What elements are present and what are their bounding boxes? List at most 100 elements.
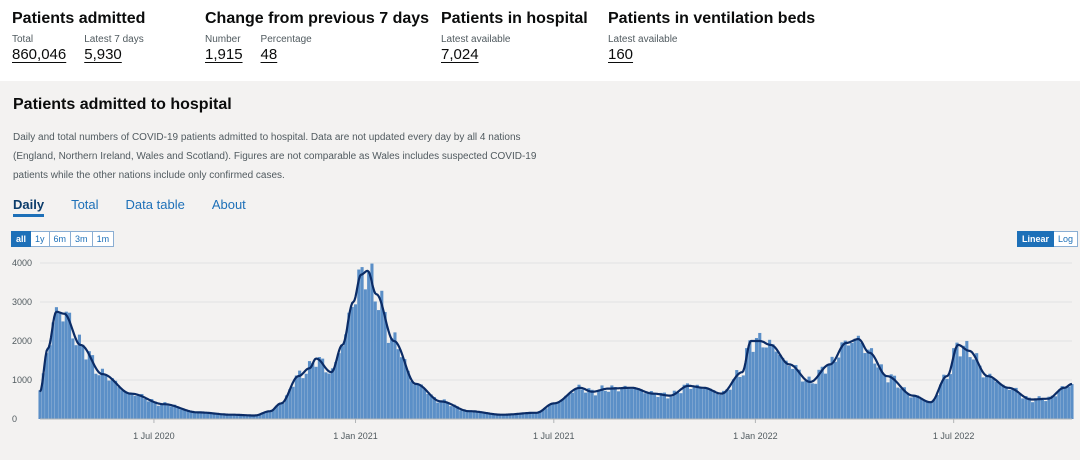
daily-bar xyxy=(840,342,844,419)
daily-bar xyxy=(291,386,295,419)
daily-bar xyxy=(929,401,933,419)
daily-bar xyxy=(238,415,243,419)
daily-bar xyxy=(334,362,338,419)
daily-bar xyxy=(1011,389,1015,419)
daily-bar xyxy=(593,395,597,419)
metric-value[interactable]: 860,046 xyxy=(12,46,67,63)
range-all-button[interactable]: all xyxy=(11,231,32,247)
daily-bar xyxy=(879,364,883,419)
headline-title: Change from previous 7 days xyxy=(205,10,430,27)
daily-bar xyxy=(485,413,489,419)
range-3m-button[interactable]: 3m xyxy=(71,231,93,247)
daily-bar xyxy=(948,374,952,419)
headline-group: Patients in ventilation beds Latest avail… xyxy=(608,10,815,63)
daily-bar xyxy=(183,409,187,419)
scale-log-button[interactable]: Log xyxy=(1053,231,1078,247)
metric-value[interactable]: 160 xyxy=(608,46,634,63)
daily-bar xyxy=(215,413,220,419)
daily-bar xyxy=(919,398,923,419)
daily-bar xyxy=(1031,402,1035,419)
daily-bar xyxy=(255,415,259,419)
daily-bar xyxy=(1034,399,1038,419)
daily-bar xyxy=(353,304,358,419)
daily-bar xyxy=(646,393,650,419)
daily-bar xyxy=(741,375,745,419)
daily-bar xyxy=(636,388,640,419)
daily-bar xyxy=(71,338,75,419)
daily-bar xyxy=(1063,387,1067,419)
daily-bar xyxy=(1008,389,1012,419)
headline-metrics: Latest available 160 xyxy=(608,34,815,63)
daily-bar xyxy=(682,384,686,419)
daily-bar xyxy=(685,383,690,419)
daily-bar xyxy=(143,398,147,419)
daily-bar xyxy=(212,412,216,419)
daily-bar xyxy=(695,384,699,419)
daily-bar xyxy=(146,401,151,419)
daily-bar xyxy=(731,379,736,419)
daily-bar xyxy=(393,332,397,419)
range-6m-button[interactable]: 6m xyxy=(49,231,72,247)
range-1y-button[interactable]: 1y xyxy=(31,231,50,247)
daily-bar xyxy=(810,383,814,419)
daily-bar xyxy=(906,393,910,419)
daily-bar xyxy=(91,355,95,419)
metric-value[interactable]: 5,930 xyxy=(84,46,122,63)
daily-bar xyxy=(495,414,499,419)
metric-value[interactable]: 7,024 xyxy=(441,46,479,63)
scale-linear-button[interactable]: Linear xyxy=(1016,231,1054,247)
x-tick-label: 1 Jan 2022 xyxy=(733,431,778,441)
daily-bar xyxy=(110,378,114,419)
daily-bar xyxy=(745,348,749,419)
daily-bar xyxy=(196,412,200,419)
daily-bar xyxy=(403,359,407,419)
tab-daily[interactable]: Daily xyxy=(13,197,45,217)
daily-bar xyxy=(442,399,446,419)
daily-bar xyxy=(1067,386,1071,419)
tab-data-table[interactable]: Data table xyxy=(125,197,185,212)
daily-bar xyxy=(307,361,312,419)
daily-bar xyxy=(344,334,348,419)
daily-bar xyxy=(383,311,387,419)
daily-bar xyxy=(61,321,65,419)
daily-bar xyxy=(912,394,916,419)
daily-bar xyxy=(610,385,614,419)
daily-bar xyxy=(597,390,601,419)
daily-bar xyxy=(889,374,893,419)
daily-bar xyxy=(199,412,203,419)
daily-bar xyxy=(873,363,877,419)
metric-value[interactable]: 48 xyxy=(260,46,278,63)
daily-bar xyxy=(321,358,325,419)
daily-bar xyxy=(64,311,68,419)
daily-bar xyxy=(781,357,785,419)
daily-bar xyxy=(534,413,538,419)
headline-metric: Latest 7 days 5,930 xyxy=(84,34,143,63)
daily-bar xyxy=(715,393,719,419)
daily-bar xyxy=(653,393,657,419)
tab-about[interactable]: About xyxy=(211,197,246,212)
metric-value[interactable]: 1,915 xyxy=(205,46,243,63)
daily-bar xyxy=(492,413,496,419)
daily-bar xyxy=(120,390,124,419)
daily-bar xyxy=(68,312,72,419)
daily-bar xyxy=(304,373,308,419)
daily-bar xyxy=(938,384,943,419)
daily-bar xyxy=(584,392,588,419)
daily-bar xyxy=(38,390,42,419)
daily-bar xyxy=(932,399,936,419)
daily-bar xyxy=(445,403,450,419)
headline-title: Patients in hospital xyxy=(441,10,588,27)
daily-bar xyxy=(784,360,788,419)
daily-bar xyxy=(169,406,174,419)
daily-bar xyxy=(528,412,532,419)
tab-total[interactable]: Total xyxy=(71,197,99,212)
daily-bar xyxy=(797,369,801,419)
daily-bar xyxy=(465,410,469,419)
daily-bar xyxy=(590,389,594,419)
range-1m-button[interactable]: 1m xyxy=(92,231,115,247)
daily-bar xyxy=(814,383,818,419)
daily-bar xyxy=(777,354,782,419)
headline-group: Patients in hospital Latest available 7,02… xyxy=(441,10,588,63)
daily-bar xyxy=(787,365,791,419)
daily-bar xyxy=(449,406,453,419)
